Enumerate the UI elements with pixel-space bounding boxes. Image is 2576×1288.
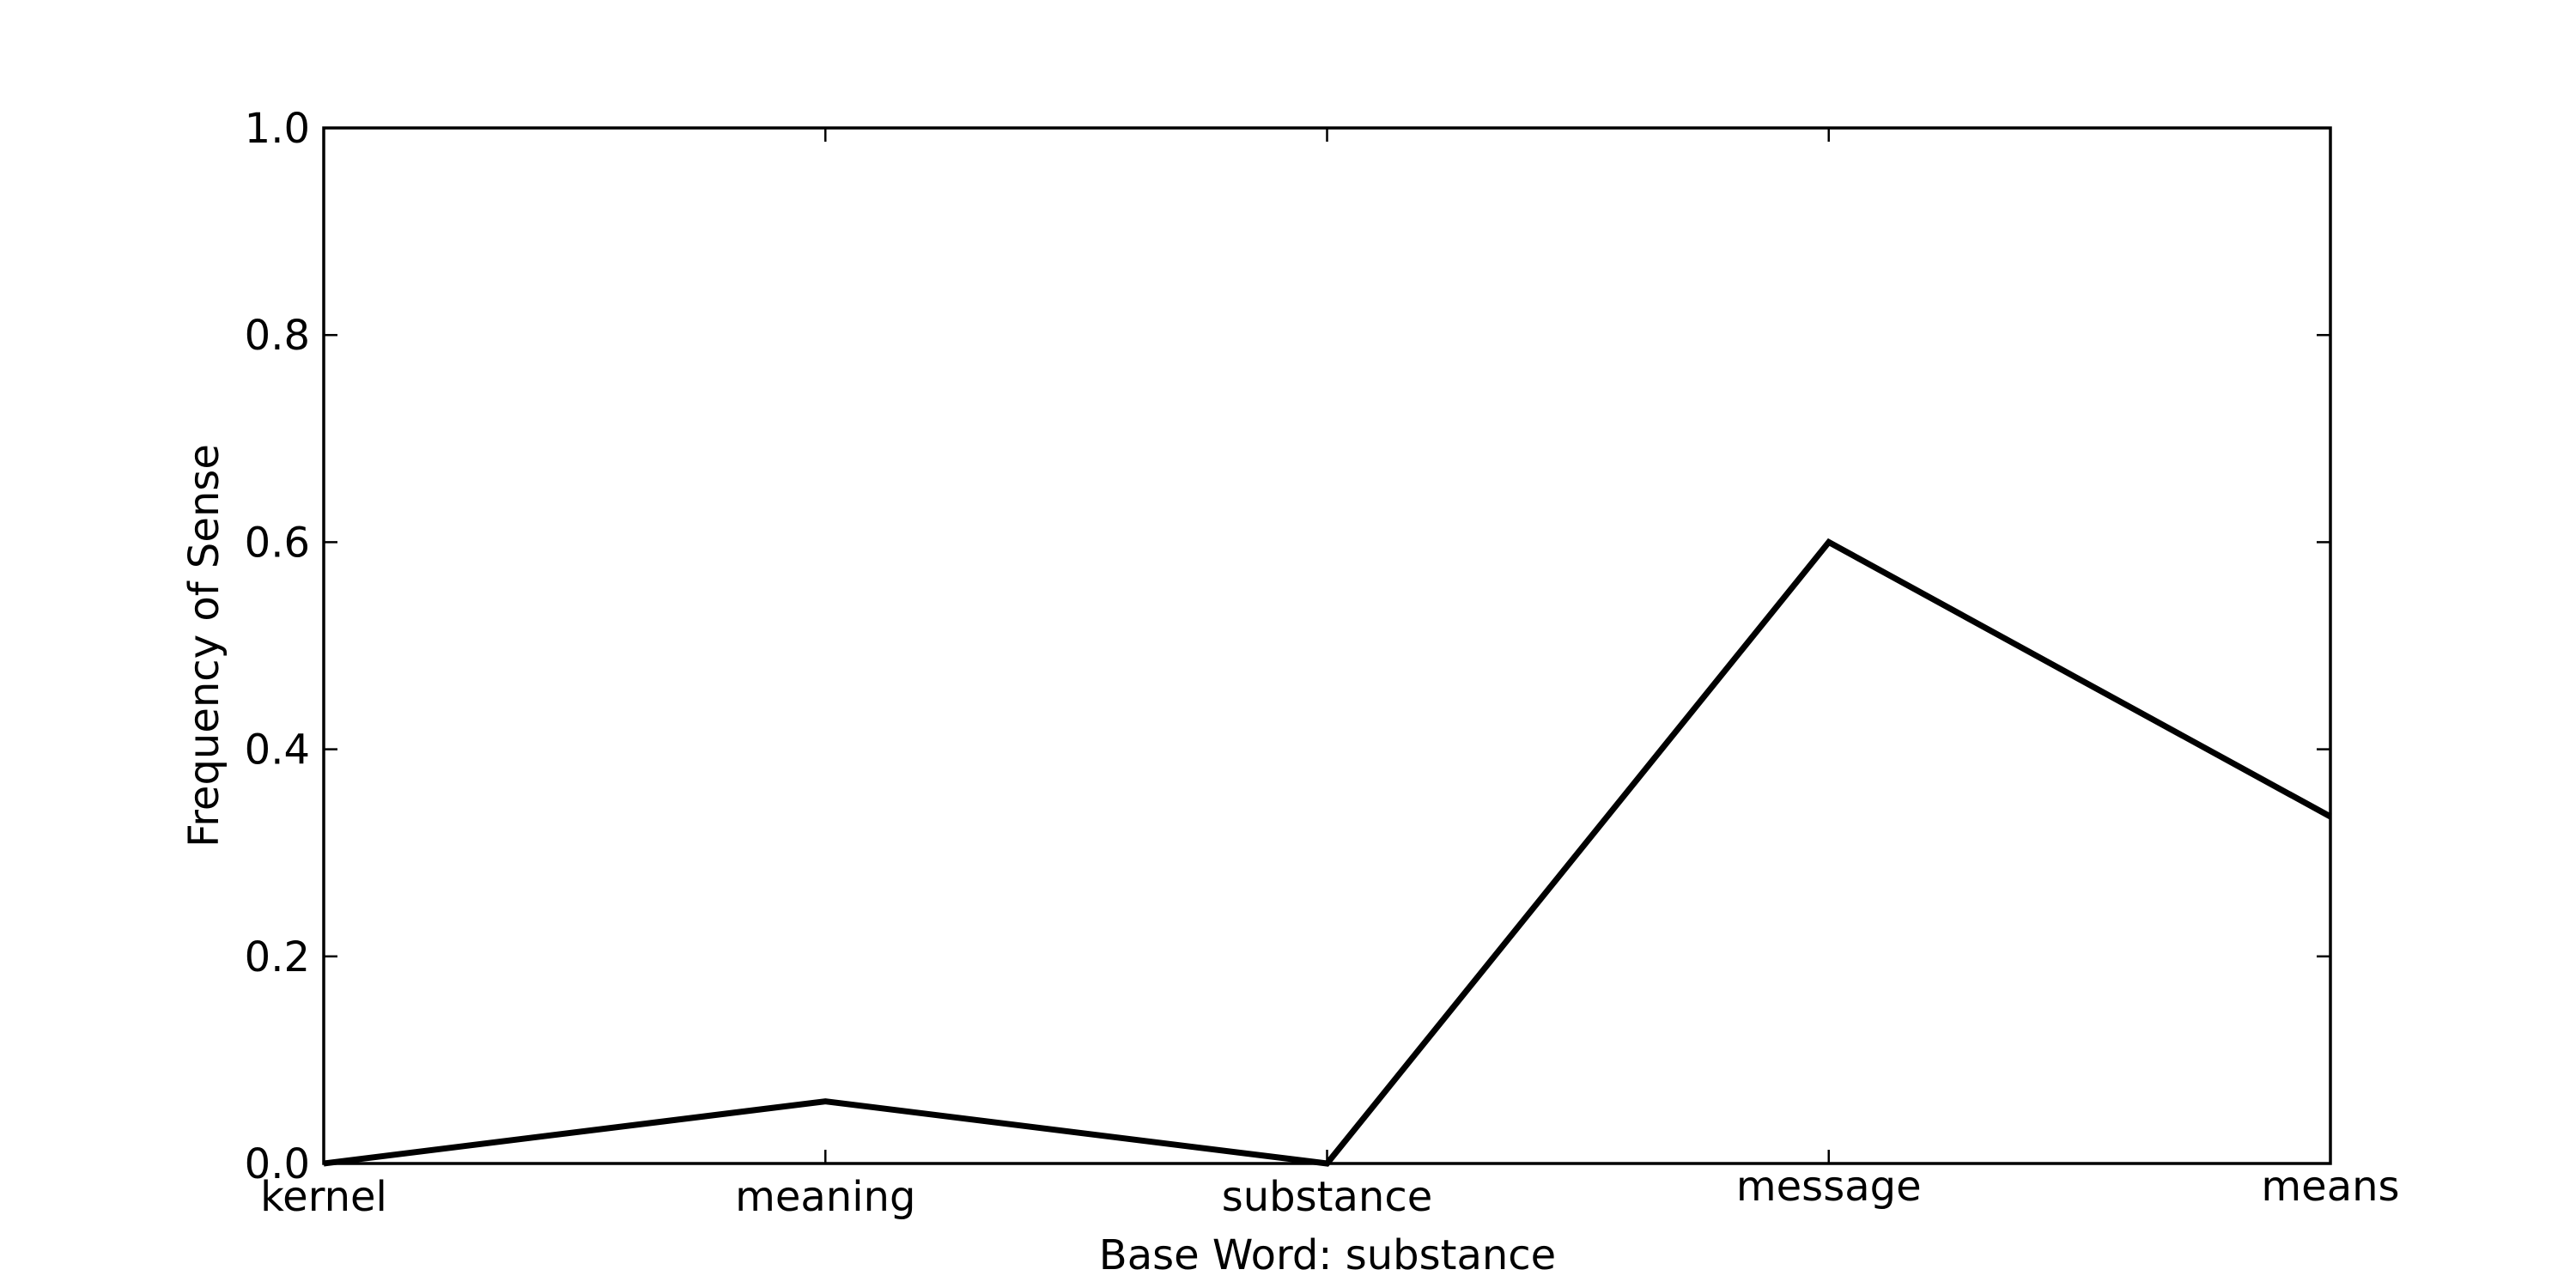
y-tick-label: 0.6 [245,519,310,567]
y-tick-label: 0.2 [245,933,310,981]
y-tick-label: 0.0 [245,1140,310,1188]
plot-area-frame [322,126,2332,1165]
x-tick-label: meaning [735,1173,915,1221]
x-axis-label: Base Word: substance [1099,1231,1556,1279]
x-tick-label: kernel [260,1173,387,1221]
x-tick-label: substance [1222,1173,1432,1221]
y-axis-tick-labels: 0.0 0.2 0.4 0.6 0.8 1.0 [245,105,310,1188]
y-tick-label: 0.4 [245,726,310,775]
x-axis-tick-labels: kernel meaning substance message means [260,1163,2399,1221]
y-axis-label: Frequency of Sense [180,444,228,848]
x-tick-label: means [2261,1163,2399,1211]
y-tick-label: 1.0 [245,105,310,153]
x-tick-label: message [1736,1163,1922,1211]
y-tick-label: 0.8 [245,312,310,360]
